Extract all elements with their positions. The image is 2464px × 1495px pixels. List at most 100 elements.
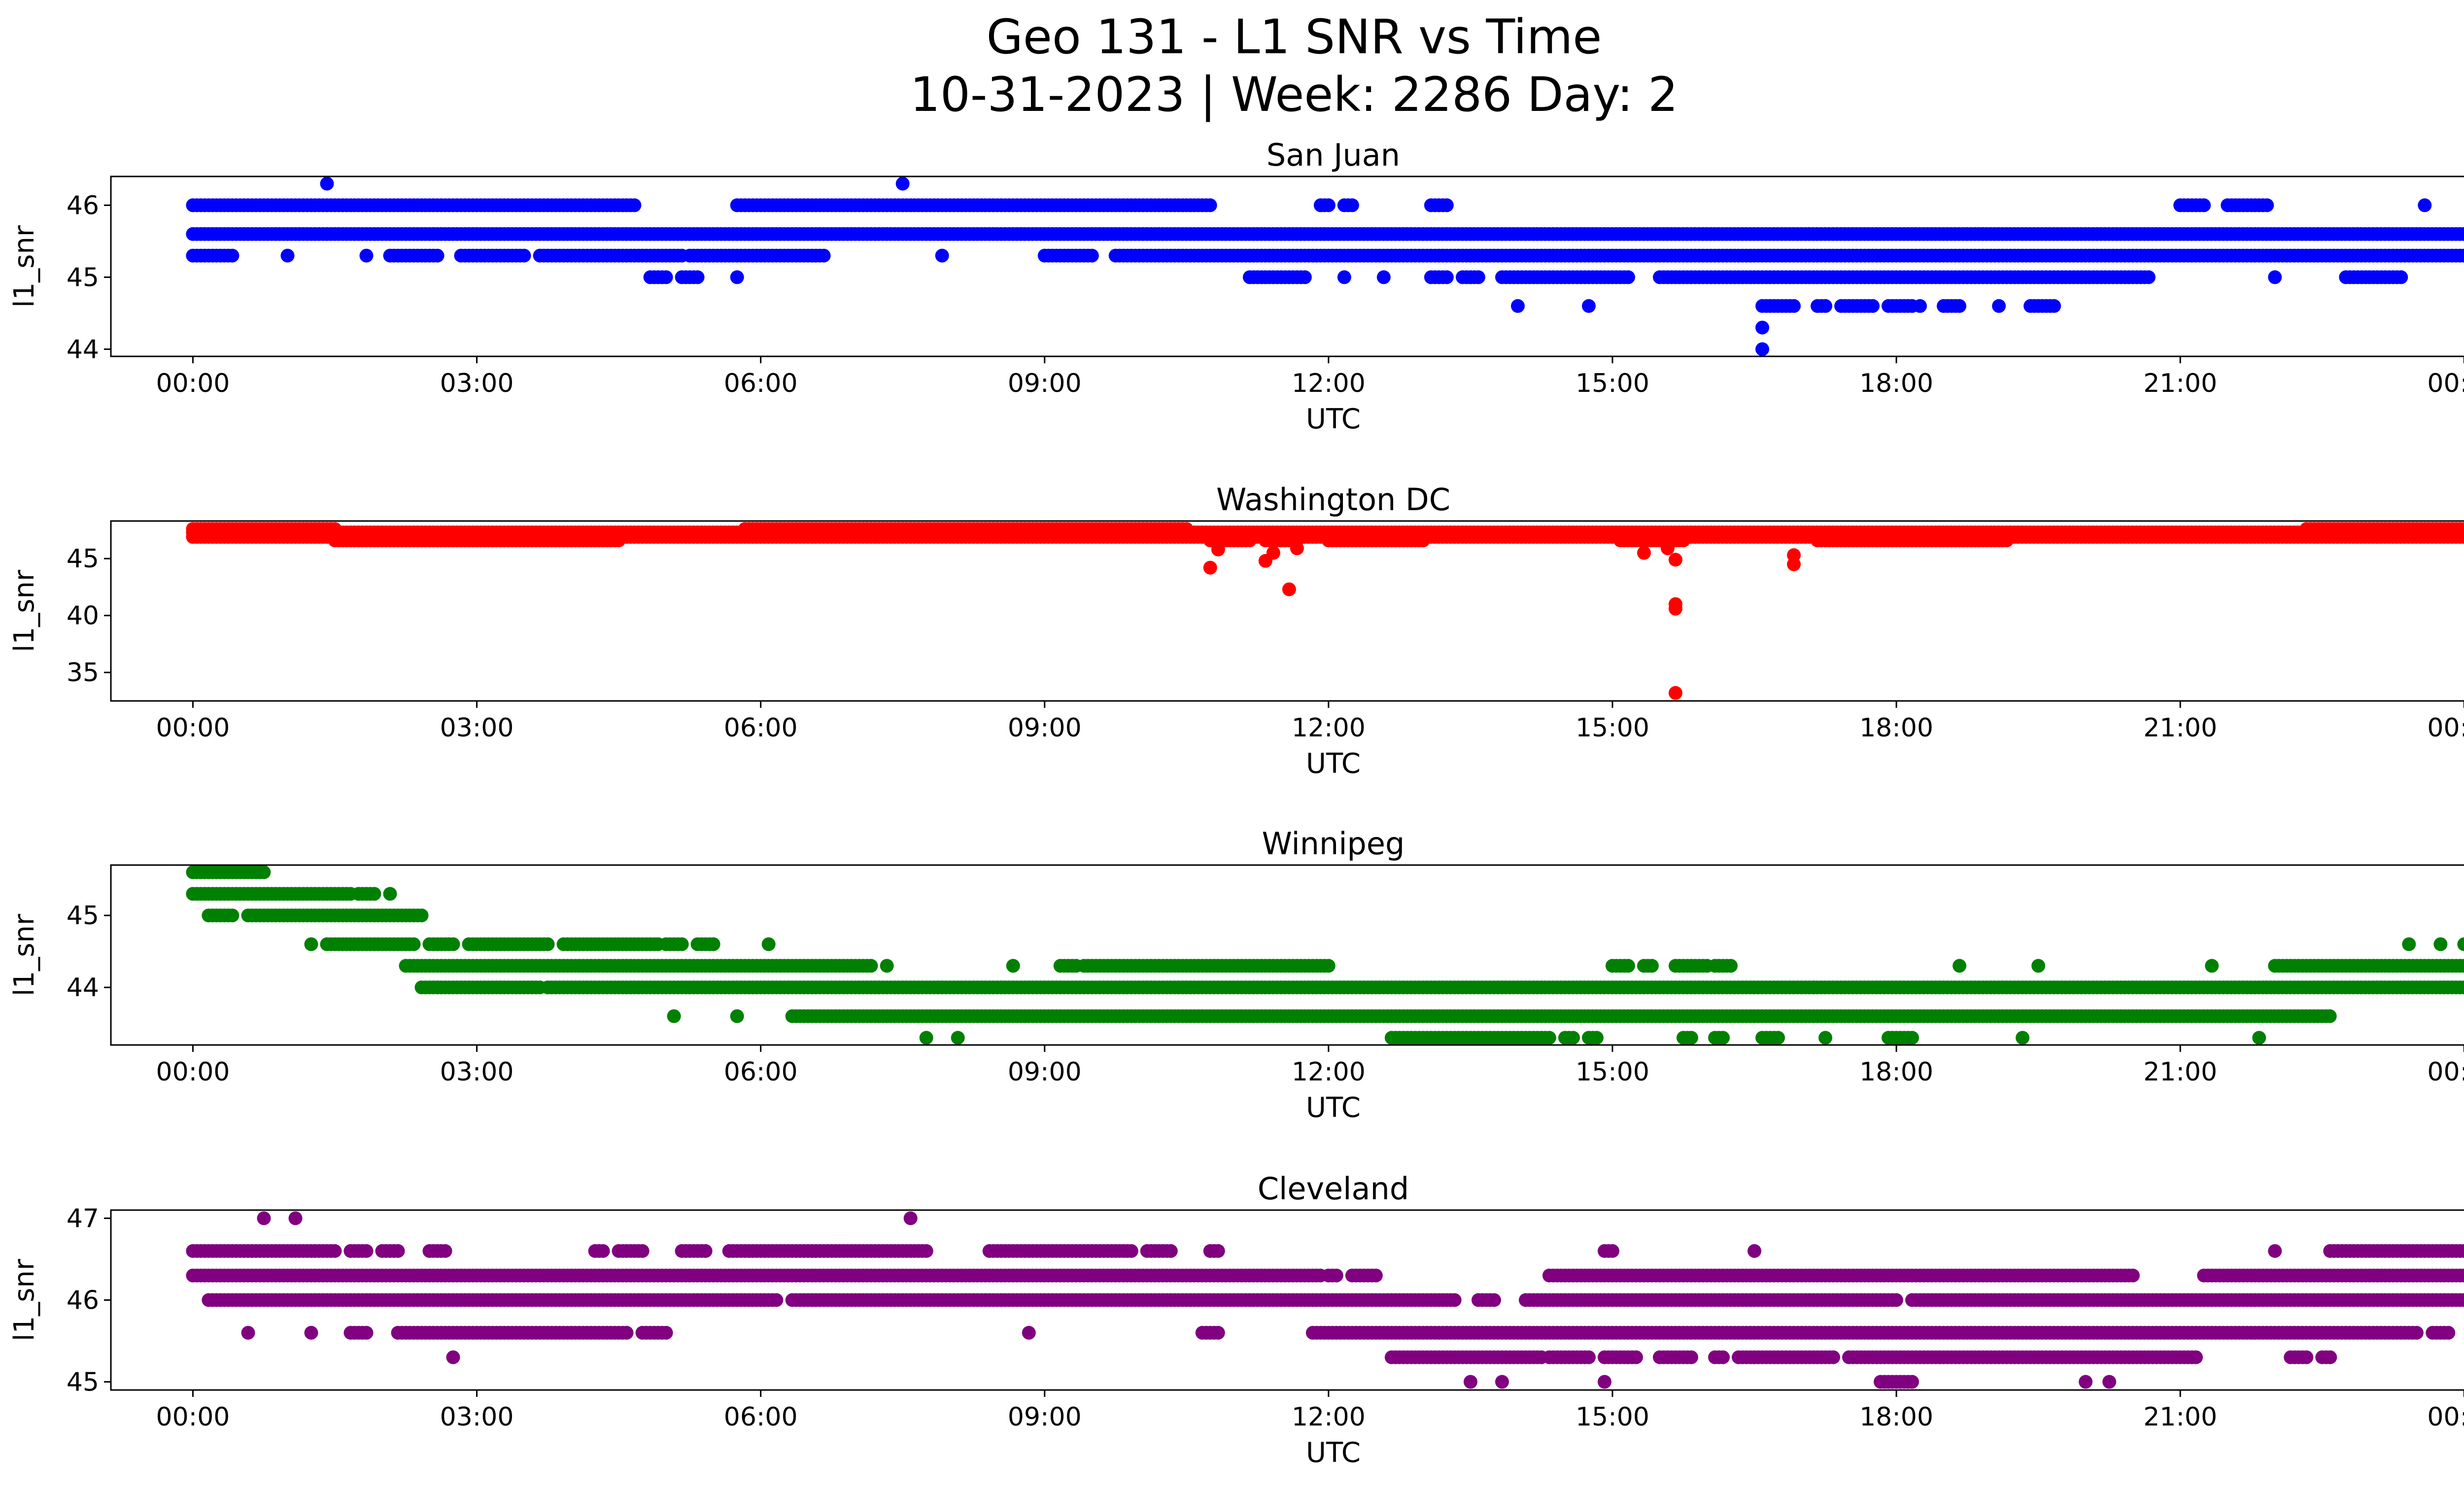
san-juan-point: [1321, 198, 1335, 212]
winnipeg-point: [1590, 1031, 1604, 1045]
winnipeg-point: [2252, 1031, 2266, 1045]
winnipeg-x-tick-label: 12:00: [1292, 1057, 1366, 1087]
winnipeg-point: [225, 908, 240, 923]
winnipeg-point: [1818, 1031, 1833, 1045]
cleveland-title: Cleveland: [1258, 1171, 1409, 1207]
winnipeg-point: [1321, 959, 1335, 973]
san-juan-x-tick-label: 06:00: [724, 369, 798, 398]
san-juan-data-series: [186, 176, 2464, 356]
san-juan-point: [1992, 299, 2006, 313]
winnipeg-x-tick-label: 00:00: [156, 1057, 230, 1087]
washington-dc-point: [1211, 542, 1225, 556]
san-juan-title: San Juan: [1266, 137, 1400, 173]
winnipeg-point: [1621, 959, 1635, 973]
san-juan-point: [1203, 198, 1217, 212]
figure-title-line2: 10-31-2023 | Week: 2286 Day: 2: [910, 67, 1678, 123]
san-juan-x-tick-label: 00:00: [2427, 369, 2464, 398]
san-juan-x-tick-label: 12:00: [1292, 369, 1366, 398]
san-juan-x-tick-label: 09:00: [1008, 369, 1082, 398]
san-juan-point: [1376, 270, 1391, 284]
san-juan-point: [2047, 299, 2061, 313]
san-juan-y-axis-label: l1_snr: [8, 225, 40, 308]
san-juan-point: [895, 176, 910, 191]
washington-dc-x-tick-label: 09:00: [1008, 713, 1082, 743]
washington-dc-point: [1242, 533, 1257, 548]
san-juan-y-tick-label: 45: [67, 263, 99, 292]
winnipeg-axes-frame: [110, 864, 2464, 1046]
washington-dc-x-tick-label: 00:00: [2427, 713, 2464, 743]
san-juan-x-tick-label: 18:00: [1859, 369, 1933, 398]
winnipeg-point: [1716, 1031, 1730, 1045]
san-juan-point: [935, 248, 949, 263]
washington-dc-point: [1669, 686, 1682, 700]
cleveland-point: [1329, 1268, 1343, 1283]
winnipeg-point: [304, 937, 318, 951]
winnipeg-point: [761, 937, 776, 951]
winnipeg-point: [407, 937, 421, 951]
san-juan-point: [225, 248, 240, 263]
san-juan-point: [690, 270, 705, 284]
winnipeg-point: [880, 959, 894, 973]
san-juan-point: [320, 176, 334, 191]
washington-dc-point: [1290, 541, 1304, 556]
winnipeg-point: [675, 937, 689, 951]
san-juan-point: [359, 248, 374, 263]
winnipeg-x-tick-label: 03:00: [440, 1057, 514, 1087]
winnipeg-point: [2457, 980, 2464, 995]
washington-dc-point: [1266, 546, 1280, 560]
san-juan-point: [1345, 198, 1359, 212]
winnipeg-point: [383, 887, 397, 901]
san-juan-point: [2418, 198, 2432, 212]
san-juan-point: [1621, 270, 1635, 284]
winnipeg-point: [951, 1031, 965, 1045]
cleveland-data-series: [186, 1211, 2464, 1389]
san-juan-y-tick-label: 46: [67, 191, 99, 220]
winnipeg-point: [2205, 959, 2219, 973]
winnipeg-x-tick-label: 09:00: [1008, 1057, 1082, 1087]
san-juan-x-tick-label: 03:00: [440, 369, 514, 398]
winnipeg-point: [706, 937, 720, 951]
washington-dc-x-tick-label: 00:00: [156, 713, 230, 743]
winnipeg-point: [446, 937, 460, 951]
washington-dc-x-tick-label: 18:00: [1859, 713, 1933, 743]
winnipeg-point: [864, 959, 878, 973]
san-juan-point: [627, 198, 642, 212]
winnipeg-point: [2457, 937, 2464, 951]
san-juan-y-tick-label: 44: [67, 335, 99, 364]
winnipeg-point: [2433, 937, 2448, 951]
washington-dc-point: [1282, 582, 1296, 596]
winnipeg-point: [1566, 1031, 1580, 1045]
washington-dc-point: [1787, 548, 1801, 562]
winnipeg-point: [1724, 959, 1738, 973]
winnipeg-point: [414, 908, 429, 923]
san-juan-point: [2457, 248, 2464, 263]
washington-dc-point: [612, 533, 626, 548]
winnipeg-x-axis-label: UTC: [1306, 1092, 1361, 1124]
winnipeg-y-tick-label: 44: [67, 973, 99, 1003]
winnipeg-data-series: [186, 865, 2464, 1045]
san-juan-point: [1337, 270, 1351, 284]
winnipeg-point: [667, 1009, 681, 1023]
san-juan-x-tick-label: 00:00: [156, 369, 230, 398]
san-juan-point: [1085, 248, 1099, 263]
winnipeg-point: [1905, 1031, 1919, 1045]
san-juan-point: [1913, 299, 1927, 313]
winnipeg-point: [1952, 959, 1967, 973]
winnipeg-title: Winnipeg: [1262, 826, 1405, 862]
cleveland-point: [1369, 1268, 1383, 1283]
washington-dc-point: [2000, 533, 2014, 548]
washington-dc-point: [1179, 522, 1194, 536]
winnipeg-point: [2016, 1031, 2030, 1045]
winnipeg-point: [730, 1009, 744, 1023]
washington-dc-y-axis-label: l1_snr: [8, 569, 40, 652]
winnipeg-point: [1645, 959, 1659, 973]
washington-dc-y-tick-label: 40: [67, 601, 99, 631]
winnipeg-x-tick-label: 18:00: [1859, 1057, 1933, 1087]
winnipeg-point: [367, 887, 381, 901]
san-juan-point: [1866, 299, 1880, 313]
winnipeg-point: [2031, 959, 2046, 973]
winnipeg-point: [1771, 1031, 1785, 1045]
